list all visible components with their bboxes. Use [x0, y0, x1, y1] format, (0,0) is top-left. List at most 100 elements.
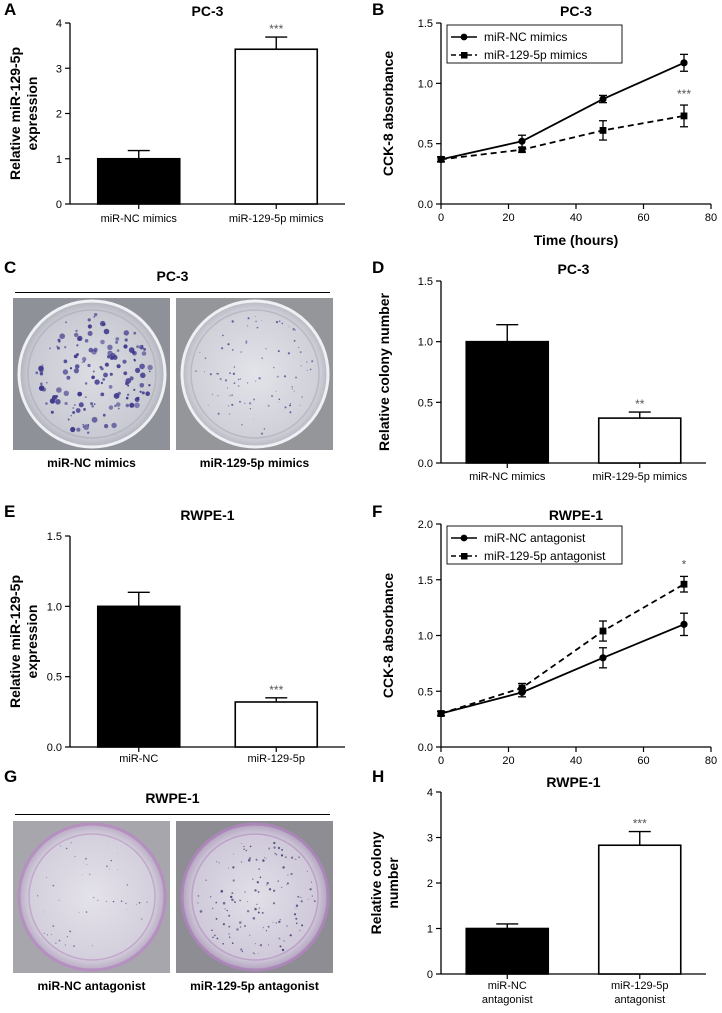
colony-dot: [244, 891, 246, 893]
colony-dot: [295, 329, 296, 331]
colony-dot: [84, 339, 89, 343]
colony-dot: [105, 900, 108, 903]
colony-dot: [281, 322, 284, 325]
colony-dot: [66, 936, 68, 938]
colony-dot: [222, 943, 224, 945]
colony-dot: [51, 934, 53, 935]
chart-b-point: [437, 155, 445, 163]
colony-dot: [42, 387, 47, 392]
colony-dot: [228, 914, 231, 917]
colony-dot: [258, 377, 261, 380]
colony-dot: [240, 948, 243, 951]
colony-dot: [237, 378, 240, 381]
chart-b-legend-marker: [460, 33, 468, 41]
colony-dot: [102, 413, 106, 417]
chart-a-ytick-label: 1: [56, 154, 62, 166]
chart-h-significance: ***: [633, 817, 647, 831]
colony-dot: [258, 907, 260, 909]
chart-b-legend-marker: [461, 52, 468, 59]
colony-dot: [125, 378, 132, 384]
colony-dot: [93, 403, 96, 405]
colony-dot: [216, 372, 219, 375]
colony-dot: [92, 370, 95, 373]
colony-dot: [197, 902, 199, 904]
chart-f-ylabel: CCK-8 absorbance: [380, 573, 396, 698]
colony-dot: [58, 939, 61, 942]
colony-dot: [84, 382, 88, 385]
colony-dot: [275, 853, 278, 856]
colony-dot: [278, 937, 281, 940]
colony-dot: [218, 862, 220, 864]
colony-dot: [226, 909, 228, 912]
colony-dot: [233, 366, 236, 368]
colony-dot: [252, 878, 254, 880]
image-panel-g-rule: [15, 814, 330, 815]
colony-dot: [65, 321, 67, 324]
chart-b-xtick-label: 20: [502, 212, 514, 224]
colony-dot: [145, 391, 150, 396]
colony-dot: [230, 895, 233, 899]
chart-f-legend-marker: [460, 534, 468, 542]
colony-dot: [254, 908, 257, 911]
colony-dot: [86, 864, 88, 866]
colony-dot: [300, 896, 302, 899]
colony-dot: [70, 842, 72, 844]
colony-dot: [109, 372, 113, 376]
colony-dot: [73, 945, 75, 947]
colony-dot: [64, 401, 68, 406]
colony-dot: [298, 856, 300, 858]
chart-f-xtick-label: 60: [637, 755, 649, 765]
chart-d-category-label: miR-129-5p mimics: [592, 471, 687, 483]
colony-dot: [50, 410, 54, 414]
colony-dot: [90, 402, 94, 406]
colony-dot: [268, 847, 271, 850]
colony-dot: [70, 415, 72, 417]
colony-dot: [52, 925, 55, 927]
chart-a-ytick-label: 3: [56, 63, 62, 75]
colony-dot: [135, 367, 141, 373]
colony-dot: [103, 372, 108, 378]
colony-dot: [115, 337, 120, 341]
chart-b-xlabel: Time (hours): [534, 232, 619, 248]
chart-h-category-label: miR-129-5p: [611, 980, 668, 992]
colony-dot: [64, 346, 67, 349]
colony-dot: [124, 338, 128, 342]
colony-dot: [246, 382, 249, 384]
chart-f-xtick-label: 20: [502, 755, 514, 765]
colony-dot: [93, 347, 98, 352]
chart-b-ylabel: CCK-8 absorbance: [380, 51, 396, 176]
colony-dot: [128, 347, 135, 353]
colony-dot: [299, 404, 301, 406]
colony-dot: [289, 403, 291, 404]
colony-dot: [111, 422, 117, 429]
colony-dot: [44, 911, 45, 913]
colony-dot: [229, 413, 231, 415]
colony-dot: [46, 381, 48, 384]
colony-dot: [228, 925, 231, 928]
colony-dot: [74, 404, 76, 406]
colony-dot: [240, 843, 242, 844]
colony-dot: [301, 396, 303, 398]
colony-dot: [60, 845, 62, 847]
colony-dot: [77, 337, 81, 341]
colony-dot: [283, 375, 287, 378]
colony-dot: [136, 904, 137, 905]
colony-dot: [231, 403, 234, 406]
colony-dot: [110, 354, 113, 356]
colony-dot: [211, 393, 214, 395]
colony-dot: [63, 359, 68, 364]
colony-dot: [64, 944, 67, 946]
colony-dot: [279, 945, 282, 948]
colony-dish-photo-rwpe1-mir: [176, 821, 333, 973]
colony-dot: [56, 345, 58, 348]
colony-dot: [309, 888, 312, 891]
colony-dot: [245, 341, 248, 344]
colony-dot: [311, 881, 312, 883]
colony-dot: [255, 316, 256, 317]
chart-f-series-line: [440, 623, 685, 715]
colony-dot: [102, 322, 106, 326]
colony-dot: [256, 881, 259, 884]
colony-dot: [247, 901, 249, 903]
colony-dot: [287, 874, 289, 876]
colony-dot: [255, 858, 258, 861]
